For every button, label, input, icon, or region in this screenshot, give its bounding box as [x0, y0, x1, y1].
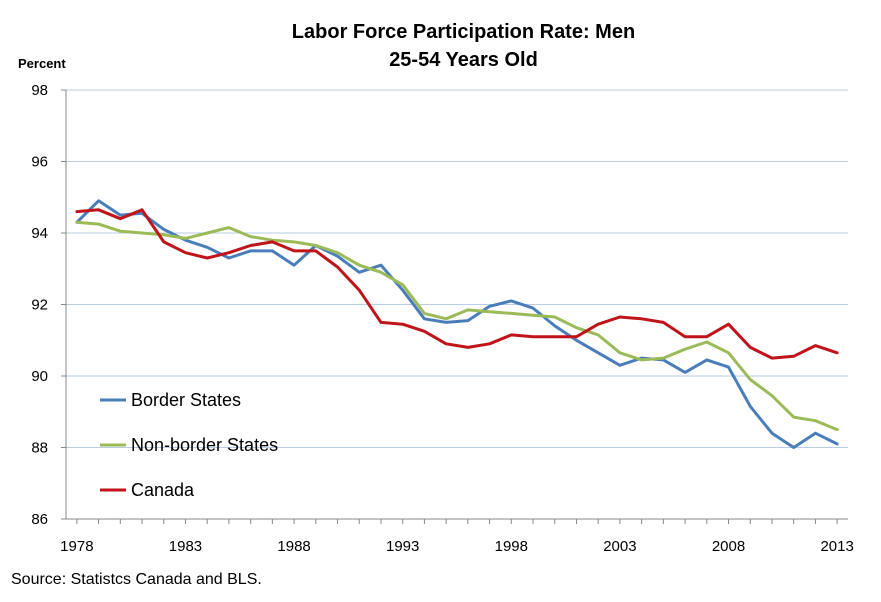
axes: 86 88 90 92 94 96 98 1978 1983 1988 1993 1998 2003 20… — [31, 82, 854, 555]
chart-title: Labor Force Participation Rate: Men 25-5… — [0, 18, 881, 74]
y-tick-label: 98 — [31, 82, 48, 99]
y-tick-label: 90 — [31, 368, 48, 385]
y-tick-label: 96 — [31, 154, 48, 171]
chart-title-line-2: 25-54 Years Old — [389, 49, 538, 71]
gridlines — [66, 89, 848, 448]
y-tick-label: 86 — [31, 511, 48, 528]
series-line-border-states — [75, 199, 839, 449]
legend-label-non-border-states: Non-border States — [131, 435, 278, 455]
x-tick-label: 2008 — [712, 538, 745, 555]
source-note: Source: Statistcs Canada and BLS. — [11, 571, 262, 588]
x-tick-label: 1983 — [169, 538, 202, 555]
chart-title-line-1: Labor Force Participation Rate: Men — [291, 21, 636, 43]
series-lines — [75, 199, 839, 449]
y-tick-label: 88 — [31, 440, 48, 457]
x-tick-label: 1978 — [60, 538, 93, 555]
y-axis-label: Percent — [18, 56, 66, 71]
y-tick-label: 92 — [31, 297, 48, 314]
x-tick-label: 2013 — [820, 538, 853, 555]
y-tick-label: 94 — [31, 225, 48, 242]
legend: Border States Non-border States Canada — [100, 390, 278, 500]
legend-label-border-states: Border States — [131, 390, 241, 410]
x-tick-label: 1998 — [495, 538, 528, 555]
series-line-canada — [75, 208, 839, 360]
x-tick-label: 1988 — [277, 538, 310, 555]
series-line-non-border-states — [75, 220, 839, 432]
legend-label-canada: Canada — [131, 480, 195, 500]
x-tick-label: 2003 — [603, 538, 636, 555]
x-tick-label: 1993 — [386, 538, 419, 555]
